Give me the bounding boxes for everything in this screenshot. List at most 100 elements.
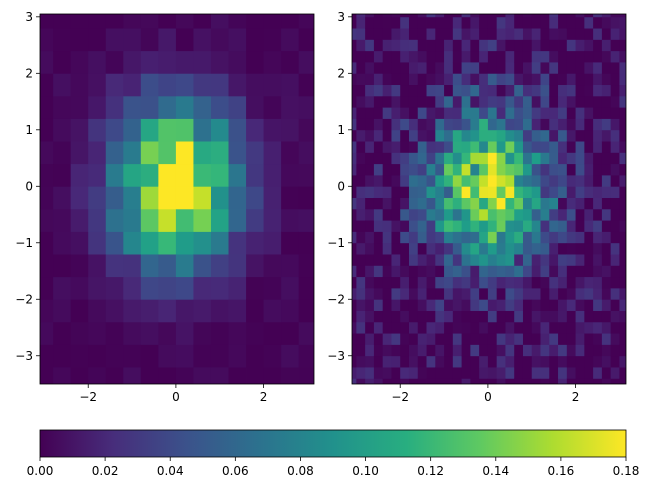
heatmap-cell <box>263 254 282 278</box>
heatmap-cell <box>435 254 445 266</box>
heatmap-cell <box>558 355 568 368</box>
heatmap-cell <box>435 321 445 334</box>
heatmap-cell <box>487 95 498 108</box>
heatmap-cell <box>228 50 247 74</box>
heatmap-cell <box>496 208 506 221</box>
heatmap-cell <box>470 287 480 300</box>
heatmap-cell <box>479 310 489 323</box>
heatmap-cell <box>105 299 124 323</box>
heatmap-cell <box>531 367 541 379</box>
heatmap-cell <box>470 254 480 266</box>
heatmap-cell <box>522 242 533 255</box>
heatmap-cell <box>549 129 559 142</box>
heatmap-cell <box>522 118 533 131</box>
heatmap-cell <box>40 208 54 232</box>
heatmap-cell <box>356 39 366 52</box>
colorbar-tick-label: 0.06 <box>222 464 249 478</box>
heatmap-cell <box>70 73 89 97</box>
heatmap-cell <box>175 344 194 368</box>
heatmap-cell <box>479 163 489 176</box>
heatmap-cell <box>479 208 489 221</box>
heatmap-cell <box>593 50 603 63</box>
heatmap-cell <box>88 231 107 255</box>
heatmap-cell <box>575 14 585 18</box>
heatmap-cell <box>584 118 594 131</box>
heatmap-cell <box>123 299 142 323</box>
heatmap-cell <box>365 310 375 323</box>
heatmap-cell <box>452 344 462 357</box>
heatmap-cell <box>584 344 594 357</box>
heatmap-cell <box>470 28 480 40</box>
heatmap-cell <box>365 321 375 334</box>
heatmap-cell <box>417 276 427 289</box>
heatmap-cell <box>298 28 314 52</box>
heatmap-cell <box>610 62 620 74</box>
heatmap-cell <box>400 107 410 119</box>
heatmap-cell <box>158 344 177 368</box>
heatmap-cell <box>356 231 366 244</box>
heatmap-cell <box>496 95 506 108</box>
heatmap-cell <box>619 107 626 119</box>
heatmap-cell <box>470 186 480 198</box>
heatmap-cell <box>435 208 445 221</box>
heatmap-cell <box>365 84 375 97</box>
heatmap-cell <box>522 333 533 345</box>
heatmap-cell <box>391 129 401 142</box>
heatmap-cell <box>593 242 603 255</box>
x-tick-label: 2 <box>572 390 580 404</box>
heatmap-cell <box>593 265 603 278</box>
heatmap-cell <box>452 50 462 63</box>
heatmap-cell <box>452 16 462 29</box>
heatmap-cell <box>601 62 612 74</box>
heatmap-cell <box>540 141 550 153</box>
heatmap-cell <box>435 84 445 97</box>
heatmap-cell <box>228 141 247 165</box>
heatmap-cell <box>610 186 620 198</box>
colorbar-tick-label: 0.04 <box>157 464 184 478</box>
heatmap-cell <box>505 208 515 221</box>
heatmap-cell <box>391 95 401 108</box>
heatmap-cell <box>531 287 541 300</box>
heatmap-cell <box>593 287 603 300</box>
heatmap-cell <box>246 186 264 210</box>
heatmap-cell <box>417 118 427 131</box>
heatmap-cell <box>470 84 480 97</box>
heatmap-cell <box>426 163 436 176</box>
heatmap-cell <box>70 299 89 323</box>
heatmap-cell <box>496 118 506 131</box>
heatmap-cell <box>487 197 498 210</box>
heatmap-cell <box>496 310 506 323</box>
heatmap-cell <box>619 14 626 18</box>
heatmap-cell <box>487 62 498 74</box>
heatmap-cell <box>619 174 626 187</box>
heatmap-cell <box>522 174 533 187</box>
heatmap-cell <box>382 62 392 74</box>
heatmap-cell <box>400 163 410 176</box>
heatmap-cell <box>417 84 427 97</box>
heatmap-cell <box>558 14 568 18</box>
heatmap-cell <box>549 231 559 244</box>
heatmap-cell <box>40 141 54 165</box>
heatmap-cell <box>514 299 524 311</box>
heatmap-cell <box>40 50 54 74</box>
heatmap-cell <box>558 118 568 131</box>
heatmap-cell <box>619 163 626 176</box>
heatmap-cell <box>373 254 384 266</box>
heatmap-cell <box>593 107 603 119</box>
heatmap-cell <box>452 95 462 108</box>
heatmap-cell <box>158 141 177 165</box>
heatmap-cell <box>593 254 603 266</box>
heatmap-cell <box>496 129 506 142</box>
heatmap-cell <box>400 310 410 323</box>
heatmap-cell <box>575 310 585 323</box>
heatmap-cell <box>382 163 392 176</box>
heatmap-cell <box>470 50 480 63</box>
heatmap-cell <box>610 355 620 368</box>
heatmap-cell <box>365 220 375 232</box>
heatmap-cell <box>461 333 471 345</box>
heatmap-cell <box>496 141 506 153</box>
heatmap-cell <box>558 287 568 300</box>
heatmap-cell <box>514 367 524 379</box>
heatmap-cell <box>373 152 384 165</box>
heatmap-cell <box>263 95 282 119</box>
